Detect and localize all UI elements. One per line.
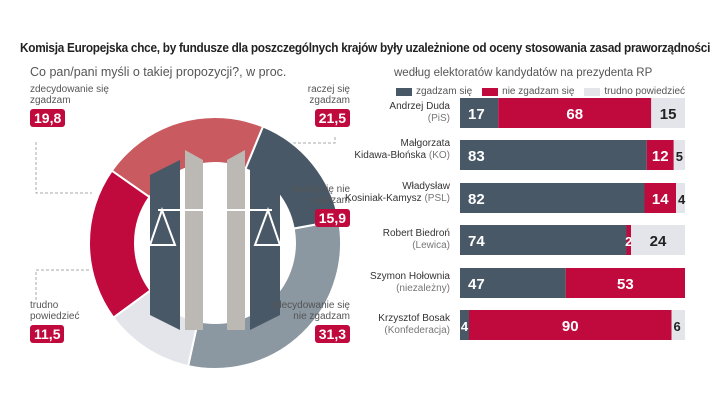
legend-disagree: nie zgadzam się: [482, 86, 574, 97]
bar-value-label: 4: [678, 192, 686, 207]
candidate-party: (Konfederacja): [384, 325, 450, 336]
candidate-party: (niezależny): [396, 283, 450, 294]
bar-segment: [460, 268, 566, 298]
value-raczej-nie-zgadzam: 15,9: [314, 209, 350, 227]
bar-segment: [460, 140, 647, 170]
candidate-label: Szymon Hołownia (niezależny): [370, 271, 450, 295]
bar-value-label: 83: [468, 148, 485, 165]
donut-slice: [186, 219, 342, 370]
label-zdecydowanie-zgadzam: zdecydowanie się zgadzam: [30, 84, 109, 106]
bar-segment: [498, 98, 652, 128]
candidate-label: Władysław Kosiniak-Kamysz (PSL): [345, 181, 450, 205]
bar-value-label: 82: [468, 191, 485, 208]
bar-value-label: 5: [676, 149, 683, 164]
candidate-name: Władysław: [402, 181, 450, 192]
leader-line: [35, 269, 92, 300]
candidate-party: (Lewica): [412, 240, 450, 251]
bar-legend: zgadzam się nie zgadzam się trudno powie…: [396, 86, 685, 97]
bar-segment: [676, 183, 685, 213]
bar-value-label: 14: [652, 191, 669, 208]
leader-line: [35, 142, 92, 194]
bar-segment: [651, 98, 685, 128]
legend-agree: zgadzam się: [396, 86, 472, 97]
bar-segment: [671, 310, 685, 340]
bar-value-label: 15: [660, 106, 677, 123]
bar-value-label: 68: [566, 106, 583, 123]
value-raczej-zgadzam: 21,5: [314, 109, 350, 127]
bar-segment: [631, 225, 685, 255]
bar-segment: [460, 98, 499, 128]
bar-value-label: 6: [674, 319, 681, 334]
legend-label: nie zgadzam się: [502, 86, 575, 97]
callout-zdecydowanie-zgadzam: zdecydowanie się zgadzam 19,8: [30, 84, 110, 127]
leader-line: [159, 135, 336, 170]
label-zdecydowanie-nie-zgadzam: zdecydowanie się nie zgadzam: [271, 300, 350, 322]
candidate-name-2: Kosiniak-Kamysz: [344, 193, 422, 204]
value-zdecydowanie-zgadzam: 19,8: [30, 109, 66, 127]
candidate-party: (PSL): [424, 193, 450, 204]
candidate-party: (KO): [428, 150, 450, 161]
candidate-name: Andrzej Duda: [389, 101, 450, 112]
bar-segment: [673, 140, 685, 170]
bar-subtitle: według elektoratów kandydatów na prezyde…: [394, 67, 653, 79]
bar-value-label: 53: [617, 276, 634, 293]
candidate-name-2: Kidawa-Błońska: [354, 150, 427, 161]
bar-value-label: 4: [461, 319, 469, 334]
bar-value-label: 17: [468, 106, 485, 123]
value-zdecydowanie-nie-zgadzam: 31,3: [314, 325, 350, 343]
emblem-pillars-icon: [185, 150, 245, 330]
bar-segment: [460, 225, 627, 255]
candidate-label: Krzysztof Bosak (Konfederacja): [378, 313, 450, 337]
candidate-label: Andrzej Duda (PiS): [389, 101, 450, 125]
bar-value-label: 2: [625, 234, 632, 249]
callout-trudno: trudno powiedzieć 11,5: [30, 300, 90, 343]
bar-value-label: 47: [468, 276, 485, 293]
bar-segment: [460, 183, 645, 213]
chart-title: Komisja Europejska chce, by fundusze dla…: [20, 40, 711, 55]
callout-raczej-nie-zgadzam: raczej się nie zgadzam 15,9: [282, 184, 350, 227]
callout-zdecydowanie-nie-zgadzam: zdecydowanie się nie zgadzam 31,3: [262, 300, 350, 343]
label-raczej-nie-zgadzam: raczej się nie zgadzam: [291, 184, 350, 206]
bar-segment: [646, 140, 674, 170]
candidate-party: (PiS): [427, 113, 450, 124]
bar-segment: [644, 183, 676, 213]
candidate-name: Szymon Hołownia: [369, 271, 450, 282]
candidate-name: Krzysztof Bosak: [378, 313, 450, 324]
scales-of-justice-icon: [148, 190, 282, 300]
bar-segment: [469, 310, 672, 340]
bar-value-label: 12: [652, 148, 669, 165]
donut-slice: [88, 169, 152, 319]
bar-segment: [626, 225, 631, 255]
bar-value-label: 74: [468, 233, 485, 250]
candidate-label: Robert Biedroń (Lewica): [383, 228, 450, 252]
legend-label: trudno powiedzieć: [604, 86, 686, 97]
candidate-name: Małgorzata: [400, 138, 450, 149]
legend-swatch: [396, 87, 412, 96]
bar-value-label: 24: [650, 233, 667, 250]
callout-raczej-zgadzam: raczej się zgadzam 21,5: [288, 84, 350, 127]
bar-value-label: 90: [562, 318, 579, 335]
label-trudno: trudno powiedzieć: [30, 300, 80, 322]
candidate-label: Małgorzata Kidawa-Błońska (KO): [354, 138, 450, 162]
candidate-name: Robert Biedroń: [382, 228, 450, 239]
legend-hard: trudno powiedzieć: [584, 86, 685, 97]
legend-swatch: [584, 87, 601, 96]
value-trudno: 11,5: [30, 325, 65, 343]
legend-swatch: [482, 87, 499, 96]
donut-subtitle: Co pan/pani myśli o takiej propozycji?, …: [30, 65, 287, 79]
bar-segment: [460, 310, 469, 340]
label-raczej-zgadzam: raczej się zgadzam: [307, 84, 350, 106]
legend-label: zgadzam się: [416, 86, 473, 97]
bar-segment: [565, 268, 685, 298]
